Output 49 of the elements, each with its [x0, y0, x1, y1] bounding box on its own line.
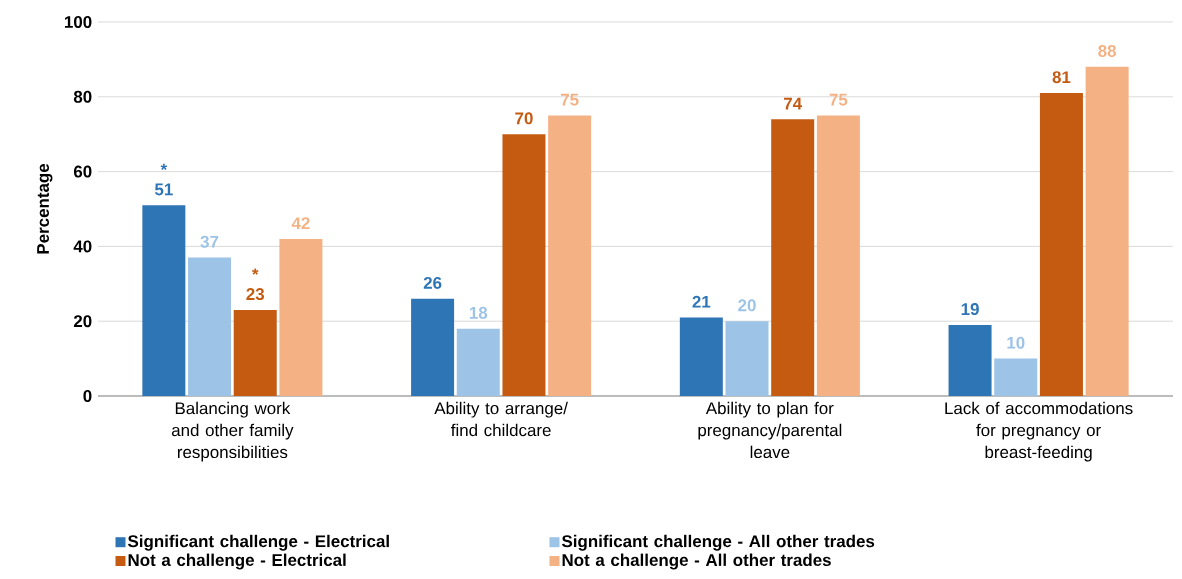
data-label: 74 [784, 97, 803, 110]
annotation: * [160, 163, 168, 171]
y-tick-label: 20 [73, 315, 92, 328]
bar [771, 119, 815, 396]
annotation: * [251, 268, 259, 275]
data-label: 75 [560, 93, 579, 106]
bar [411, 298, 455, 396]
bar [994, 358, 1038, 396]
data-label: 26 [423, 276, 442, 289]
y-tick-label: 100 [64, 15, 92, 28]
y-tick-label: 40 [73, 240, 92, 253]
y-tick-label: 80 [73, 90, 92, 103]
y-tick-label: 60 [73, 165, 92, 178]
legend-label: Not a challenge - Electrical [128, 553, 346, 570]
data-label: 37 [200, 235, 219, 248]
legend-label: Not a challenge - All other trades [562, 553, 831, 570]
legend-label: Significant challenge - All other trades [561, 534, 875, 551]
y-axis-title: Percentage [37, 163, 53, 254]
bar [279, 238, 323, 396]
data-label: 19 [961, 303, 979, 316]
x-tick-label: Ability to plan for pregnancy/parental leave [698, 401, 842, 459]
y-tick-label: 0 [83, 389, 92, 402]
bar [1039, 93, 1083, 396]
bar [948, 324, 992, 396]
data-label: 70 [515, 112, 533, 125]
bar [188, 257, 232, 396]
bar [679, 317, 723, 396]
bar [548, 115, 592, 396]
x-tick-label: Balancing work and other family responsibilities [171, 401, 294, 462]
x-tick-label: Lack of accommodations for pregnancy or breast-feeding [945, 401, 1133, 462]
bar [725, 321, 769, 396]
data-label: 21 [692, 295, 711, 308]
x-tick-label: Ability to arrange/ find childcare [434, 401, 568, 437]
data-label: 81 [1052, 71, 1071, 84]
data-label: 75 [829, 93, 848, 106]
bar [142, 205, 186, 396]
legend-label: Significant challenge - Electrical [127, 534, 389, 551]
bar [1085, 66, 1129, 396]
data-label: 18 [469, 306, 488, 319]
data-label: 20 [738, 299, 756, 312]
data-label: 10 [1007, 336, 1025, 349]
data-label: 51 [154, 183, 173, 196]
bar [456, 328, 500, 396]
bar [816, 115, 860, 396]
data-label: 88 [1098, 45, 1117, 58]
bar [233, 309, 277, 396]
data-label: 42 [291, 217, 310, 230]
data-label: 23 [246, 288, 265, 301]
bar [502, 134, 546, 396]
